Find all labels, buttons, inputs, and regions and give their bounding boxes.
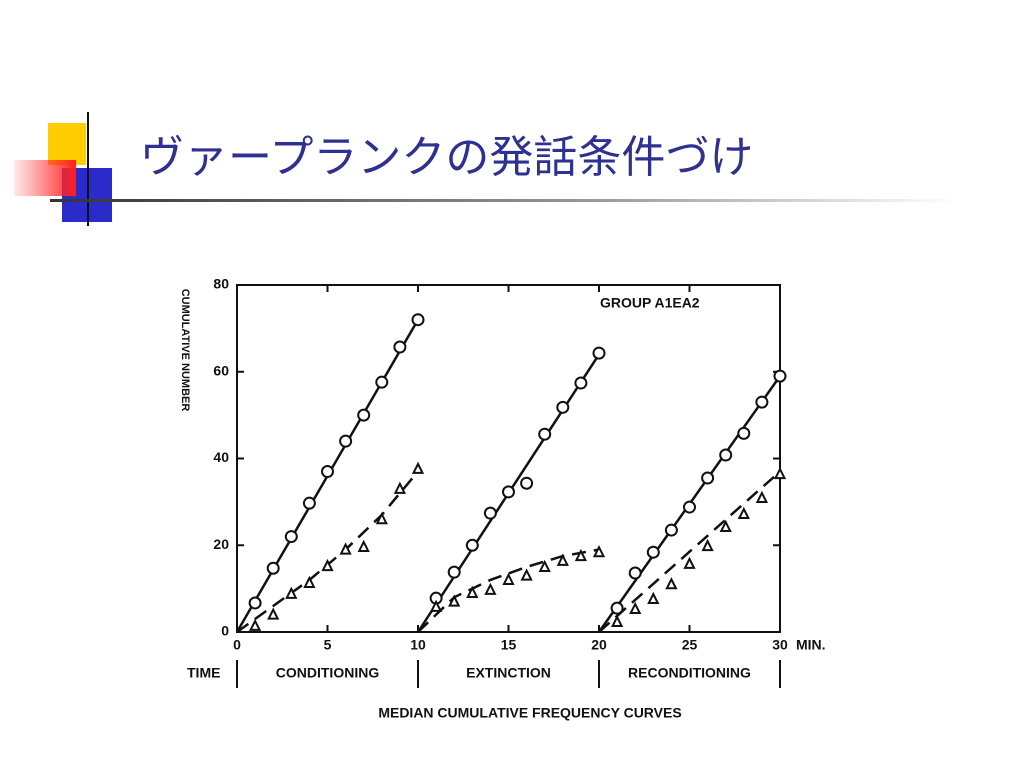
x-tick-label: 25 (682, 637, 698, 653)
x-unit: MIN. (796, 637, 826, 653)
triangle-point (701, 538, 714, 552)
x-tick-label: 5 (324, 637, 332, 653)
triangle-point (429, 599, 443, 612)
circle-point (375, 375, 389, 389)
triangle-point (285, 586, 298, 599)
phase-label: EXTINCTION (466, 665, 551, 681)
y-tick-label: 20 (213, 536, 229, 552)
circle-point (483, 506, 497, 520)
triangle-point (375, 511, 388, 525)
circle-point (502, 485, 515, 499)
triangle-point (484, 582, 497, 595)
triangle-point (556, 553, 569, 566)
phase-label: RECONDITIONING (628, 665, 751, 681)
triangle-point (610, 614, 624, 628)
triangle-point (665, 577, 678, 590)
circle-point (628, 566, 642, 580)
triangle-point (737, 506, 750, 520)
circle-point (248, 596, 262, 610)
x-tick-label: 30 (772, 637, 788, 653)
y-axis-label: CUMULATIVE NUMBER (179, 289, 191, 412)
triangle-point (411, 461, 425, 474)
triangle-point (303, 575, 316, 588)
triangle-point (538, 559, 551, 572)
triangle-point (357, 539, 370, 552)
y-tick-label: 40 (213, 449, 229, 465)
triangle-point (502, 572, 515, 585)
circle-point (411, 313, 425, 327)
triangle-point (267, 607, 280, 620)
time-label: TIME (187, 665, 220, 681)
triangle-point (520, 568, 533, 581)
triangle-point (339, 542, 352, 555)
circle-point (339, 434, 353, 448)
slide-title: ヴァープランクの発話条件づけ (140, 132, 753, 183)
deco-red (14, 160, 76, 196)
circle-point (321, 465, 334, 479)
triangle-point (683, 556, 696, 569)
phase-label: CONDITIONING (276, 665, 380, 681)
circle-point (592, 346, 606, 360)
triangle-point (393, 481, 407, 494)
triangle-point (647, 591, 660, 605)
deco-yellow (48, 123, 86, 165)
circle-point (701, 471, 715, 485)
deco-hline (50, 199, 960, 202)
circle-point (266, 561, 280, 575)
circle-point (683, 500, 696, 514)
circle-point (302, 496, 316, 510)
fit-curve (236, 470, 419, 634)
circle-point (520, 476, 534, 490)
annotation: GROUP A1EA2 (600, 295, 700, 311)
caption: MEDIAN CUMULATIVE FREQUENCY CURVES (378, 705, 681, 721)
triangle-point (592, 544, 606, 558)
y-tick-label: 0 (221, 623, 229, 639)
x-tick-label: 0 (233, 637, 241, 653)
circle-point (393, 340, 407, 354)
triangle-point (719, 519, 732, 533)
triangle-point (448, 594, 461, 607)
x-tick-label: 20 (591, 637, 607, 653)
triangle-point (248, 618, 262, 631)
x-tick-label: 15 (501, 637, 517, 653)
circle-point (737, 426, 751, 440)
circle-point (538, 427, 552, 441)
triangle-point (574, 548, 588, 562)
triangle-point (773, 466, 787, 480)
triangle-point (466, 585, 479, 598)
circle-point (556, 400, 570, 414)
circle-point (447, 565, 461, 579)
fit-curve (598, 470, 781, 633)
circle-point (755, 395, 769, 409)
circle-point (357, 408, 371, 422)
y-tick-label: 80 (213, 276, 229, 292)
triangle-point (321, 558, 334, 572)
circle-point (465, 538, 479, 552)
circle-point (574, 376, 588, 390)
triangle-point (629, 601, 642, 615)
x-tick-label: 10 (410, 637, 426, 653)
circle-point (773, 369, 787, 383)
circle-point (646, 545, 660, 559)
circle-point (719, 448, 733, 462)
circle-point (664, 523, 678, 537)
circle-point (284, 530, 298, 544)
y-tick-label: 60 (213, 362, 229, 378)
circle-point (610, 601, 624, 615)
triangle-point (755, 490, 769, 503)
